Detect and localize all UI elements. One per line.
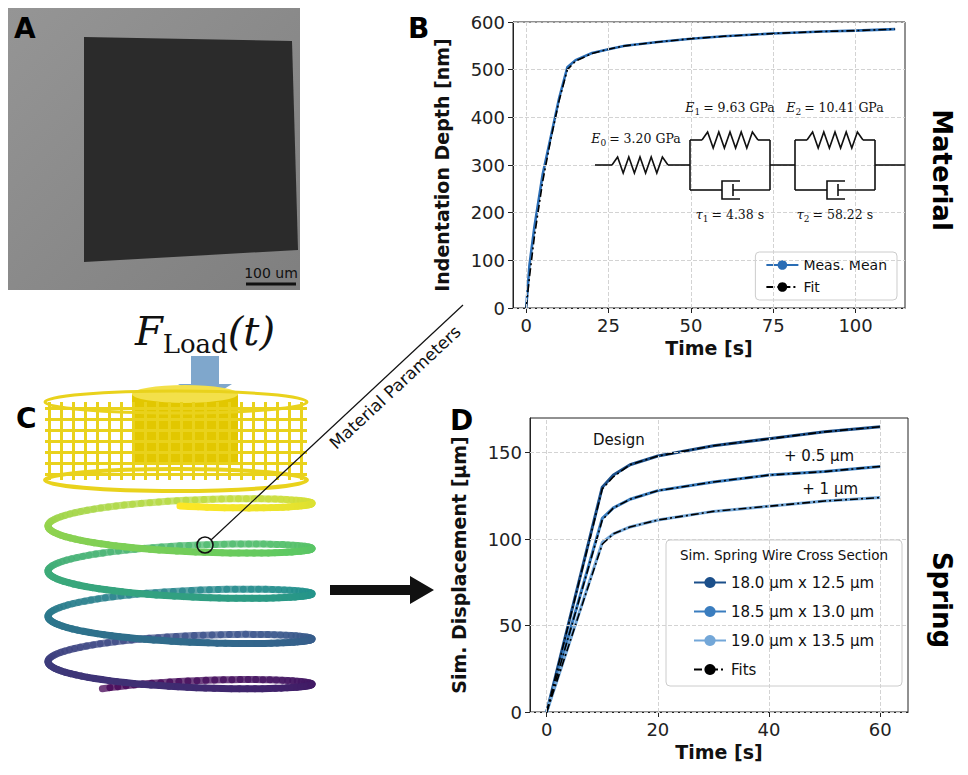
svg-text:Material Parameters: Material Parameters bbox=[325, 321, 464, 453]
svg-text:18.0 µm x 12.5 µm: 18.0 µm x 12.5 µm bbox=[731, 574, 874, 592]
svg-text:+ 1 µm: + 1 µm bbox=[802, 480, 858, 498]
svg-text:0: 0 bbox=[494, 298, 505, 319]
svg-text:Fits: Fits bbox=[731, 661, 757, 679]
svg-text:Material: Material bbox=[927, 109, 957, 231]
svg-text:Time [s]: Time [s] bbox=[675, 741, 762, 763]
svg-text:19.0 µm x 13.5 µm: 19.0 µm x 13.5 µm bbox=[731, 632, 874, 650]
svg-text:300: 300 bbox=[471, 155, 505, 176]
svg-text:25: 25 bbox=[597, 315, 620, 336]
svg-text:Meas. Mean: Meas. Mean bbox=[803, 257, 887, 273]
svg-text:Spring: Spring bbox=[927, 552, 957, 648]
svg-text:Sim. Displacement [µm]: Sim. Displacement [µm] bbox=[448, 436, 470, 694]
svg-text:E0= 3.20 GPa: E0= 3.20 GPa bbox=[590, 131, 681, 148]
svg-text:FLoad(t): FLoad(t) bbox=[134, 308, 275, 359]
svg-text:Time [s]: Time [s] bbox=[665, 337, 752, 359]
svg-text:C: C bbox=[16, 402, 37, 435]
svg-text:100: 100 bbox=[471, 250, 505, 271]
svg-text:50: 50 bbox=[499, 615, 522, 636]
svg-text:150: 150 bbox=[488, 442, 522, 463]
svg-text:Sim. Spring Wire Cross Section: Sim. Spring Wire Cross Section bbox=[680, 547, 888, 563]
svg-text:600: 600 bbox=[471, 12, 505, 33]
svg-text:60: 60 bbox=[869, 719, 892, 740]
svg-text:E1= 9.63 GPa: E1= 9.63 GPa bbox=[684, 100, 775, 117]
svg-text:B: B bbox=[408, 12, 429, 45]
svg-text:18.5 µm x 13.0 µm: 18.5 µm x 13.0 µm bbox=[731, 603, 874, 621]
svg-text:50: 50 bbox=[679, 315, 702, 336]
svg-text:Fit: Fit bbox=[803, 279, 820, 295]
svg-text:+ 0.5 µm: + 0.5 µm bbox=[784, 447, 854, 465]
svg-text:0: 0 bbox=[541, 719, 552, 740]
svg-text:400: 400 bbox=[471, 107, 505, 128]
svg-text:100 um: 100 um bbox=[244, 265, 298, 281]
svg-text:τ2= 58.22 s: τ2= 58.22 s bbox=[797, 207, 873, 224]
svg-text:Indentation Depth [nm]: Indentation Depth [nm] bbox=[431, 38, 453, 291]
svg-text:0: 0 bbox=[511, 702, 522, 723]
svg-text:100: 100 bbox=[488, 529, 522, 550]
svg-text:100: 100 bbox=[838, 315, 872, 336]
svg-text:200: 200 bbox=[471, 202, 505, 223]
svg-text:500: 500 bbox=[471, 59, 505, 80]
svg-text:40: 40 bbox=[758, 719, 781, 740]
svg-text:20: 20 bbox=[646, 719, 669, 740]
svg-text:A: A bbox=[14, 12, 36, 45]
svg-text:D: D bbox=[450, 404, 473, 437]
svg-text:75: 75 bbox=[762, 315, 785, 336]
svg-text:Design: Design bbox=[593, 431, 645, 449]
svg-text:0: 0 bbox=[520, 315, 531, 336]
svg-text:τ1= 4.38 s: τ1= 4.38 s bbox=[696, 207, 764, 224]
svg-text:E2= 10.41 GPa: E2= 10.41 GPa bbox=[785, 100, 884, 117]
